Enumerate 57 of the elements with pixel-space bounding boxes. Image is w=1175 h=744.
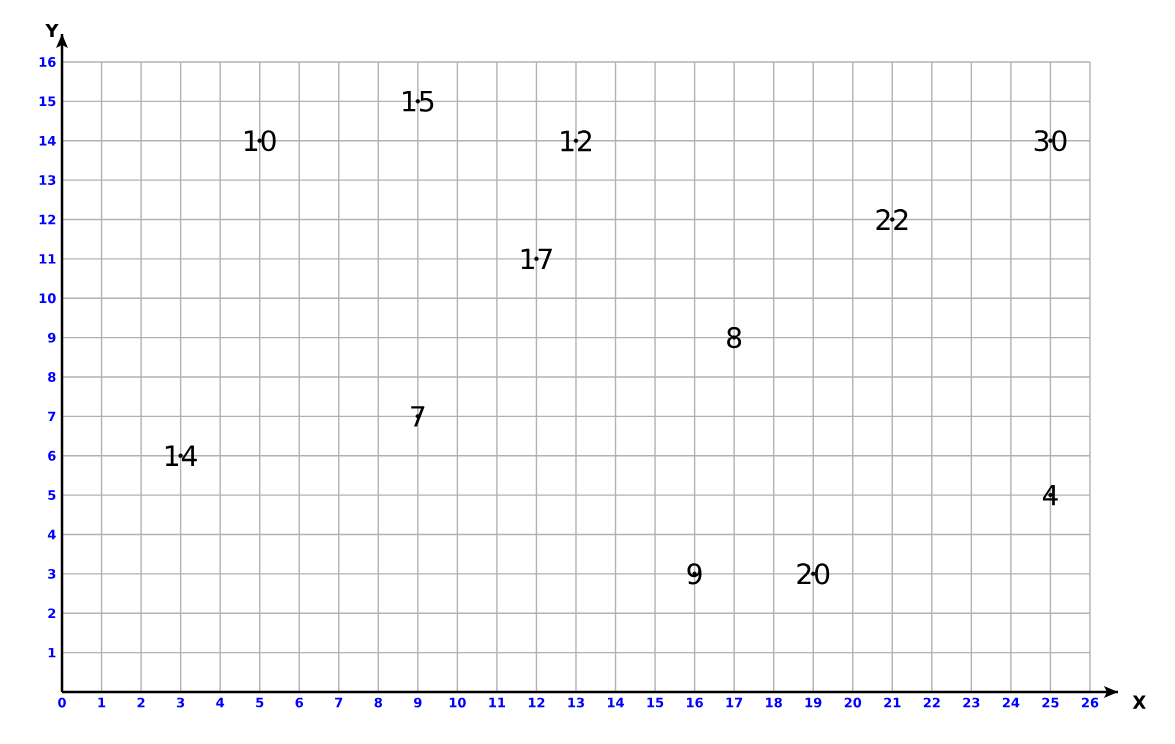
- annotation: 20: [797, 563, 830, 585]
- y-tick-label: 10: [39, 293, 56, 304]
- x-tick-label: 8: [374, 697, 383, 708]
- x-tick-label: 14: [607, 697, 624, 708]
- y-tick-label: 12: [39, 214, 56, 225]
- x-tick-label: 13: [568, 697, 584, 708]
- y-tick-label: 16: [39, 57, 56, 67]
- annotation: 30: [1034, 130, 1067, 152]
- x-tick-label: 19: [805, 697, 822, 708]
- annotation: 4: [1042, 484, 1058, 506]
- x-tick-label: 1: [98, 697, 106, 708]
- x-tick-label: 4: [216, 697, 225, 708]
- x-tick-label: 17: [726, 697, 743, 708]
- y-tick-label: 11: [39, 254, 56, 264]
- y-tick-label: 9: [47, 332, 56, 343]
- y-tick-label: 8: [48, 372, 56, 382]
- annotation: 7: [411, 406, 425, 427]
- y-tick-label: 1: [48, 647, 56, 658]
- y-tick-label: 2: [48, 608, 56, 619]
- x-tick-label: 11: [489, 697, 506, 708]
- x-tick-label: 6: [295, 697, 304, 708]
- y-tick-label: 6: [48, 450, 56, 461]
- x-tick-label: 21: [884, 697, 901, 708]
- x-tick-label: 20: [844, 697, 862, 708]
- y-tick-label: 13: [39, 175, 56, 186]
- y-tick-label: 7: [48, 411, 56, 422]
- x-axis-title: X: [1132, 695, 1146, 709]
- x-tick-label: 22: [923, 697, 940, 708]
- y-tick-label: 14: [39, 136, 56, 146]
- annotation: 17: [521, 248, 552, 270]
- x-tick-label: 15: [647, 697, 664, 708]
- x-tick-label: 12: [528, 697, 545, 708]
- x-tick-label: 23: [963, 697, 980, 708]
- annotation: 14: [165, 445, 197, 466]
- annotation: 12: [561, 130, 591, 152]
- x-tick-label: 7: [335, 697, 343, 708]
- x-tick-label: 0: [58, 697, 66, 708]
- x-tick-label: 5: [256, 697, 264, 708]
- y-tick-label: 15: [39, 96, 56, 107]
- x-tick-label: 24: [1002, 697, 1020, 708]
- y-tick-label: 4: [47, 529, 56, 540]
- x-tick-label: 25: [1042, 697, 1059, 708]
- annotation: 22: [876, 209, 908, 230]
- y-axis-title: Y: [45, 23, 59, 38]
- x-tick-label: 18: [766, 697, 782, 708]
- y-tick-label: 3: [48, 568, 56, 579]
- annotation: 9: [687, 563, 702, 585]
- x-tick-label: 3: [176, 697, 185, 708]
- y-tick-label: 5: [48, 490, 56, 500]
- x-tick-label: 10: [449, 697, 466, 708]
- annotation: 8: [727, 327, 742, 349]
- x-tick-label: 16: [687, 697, 703, 708]
- x-tick-label: 26: [1081, 697, 1099, 708]
- x-tick-label: 2: [137, 697, 145, 708]
- annotation: 15: [403, 90, 434, 112]
- annotation: 10: [244, 130, 276, 152]
- x-tick-label: 9: [413, 697, 422, 708]
